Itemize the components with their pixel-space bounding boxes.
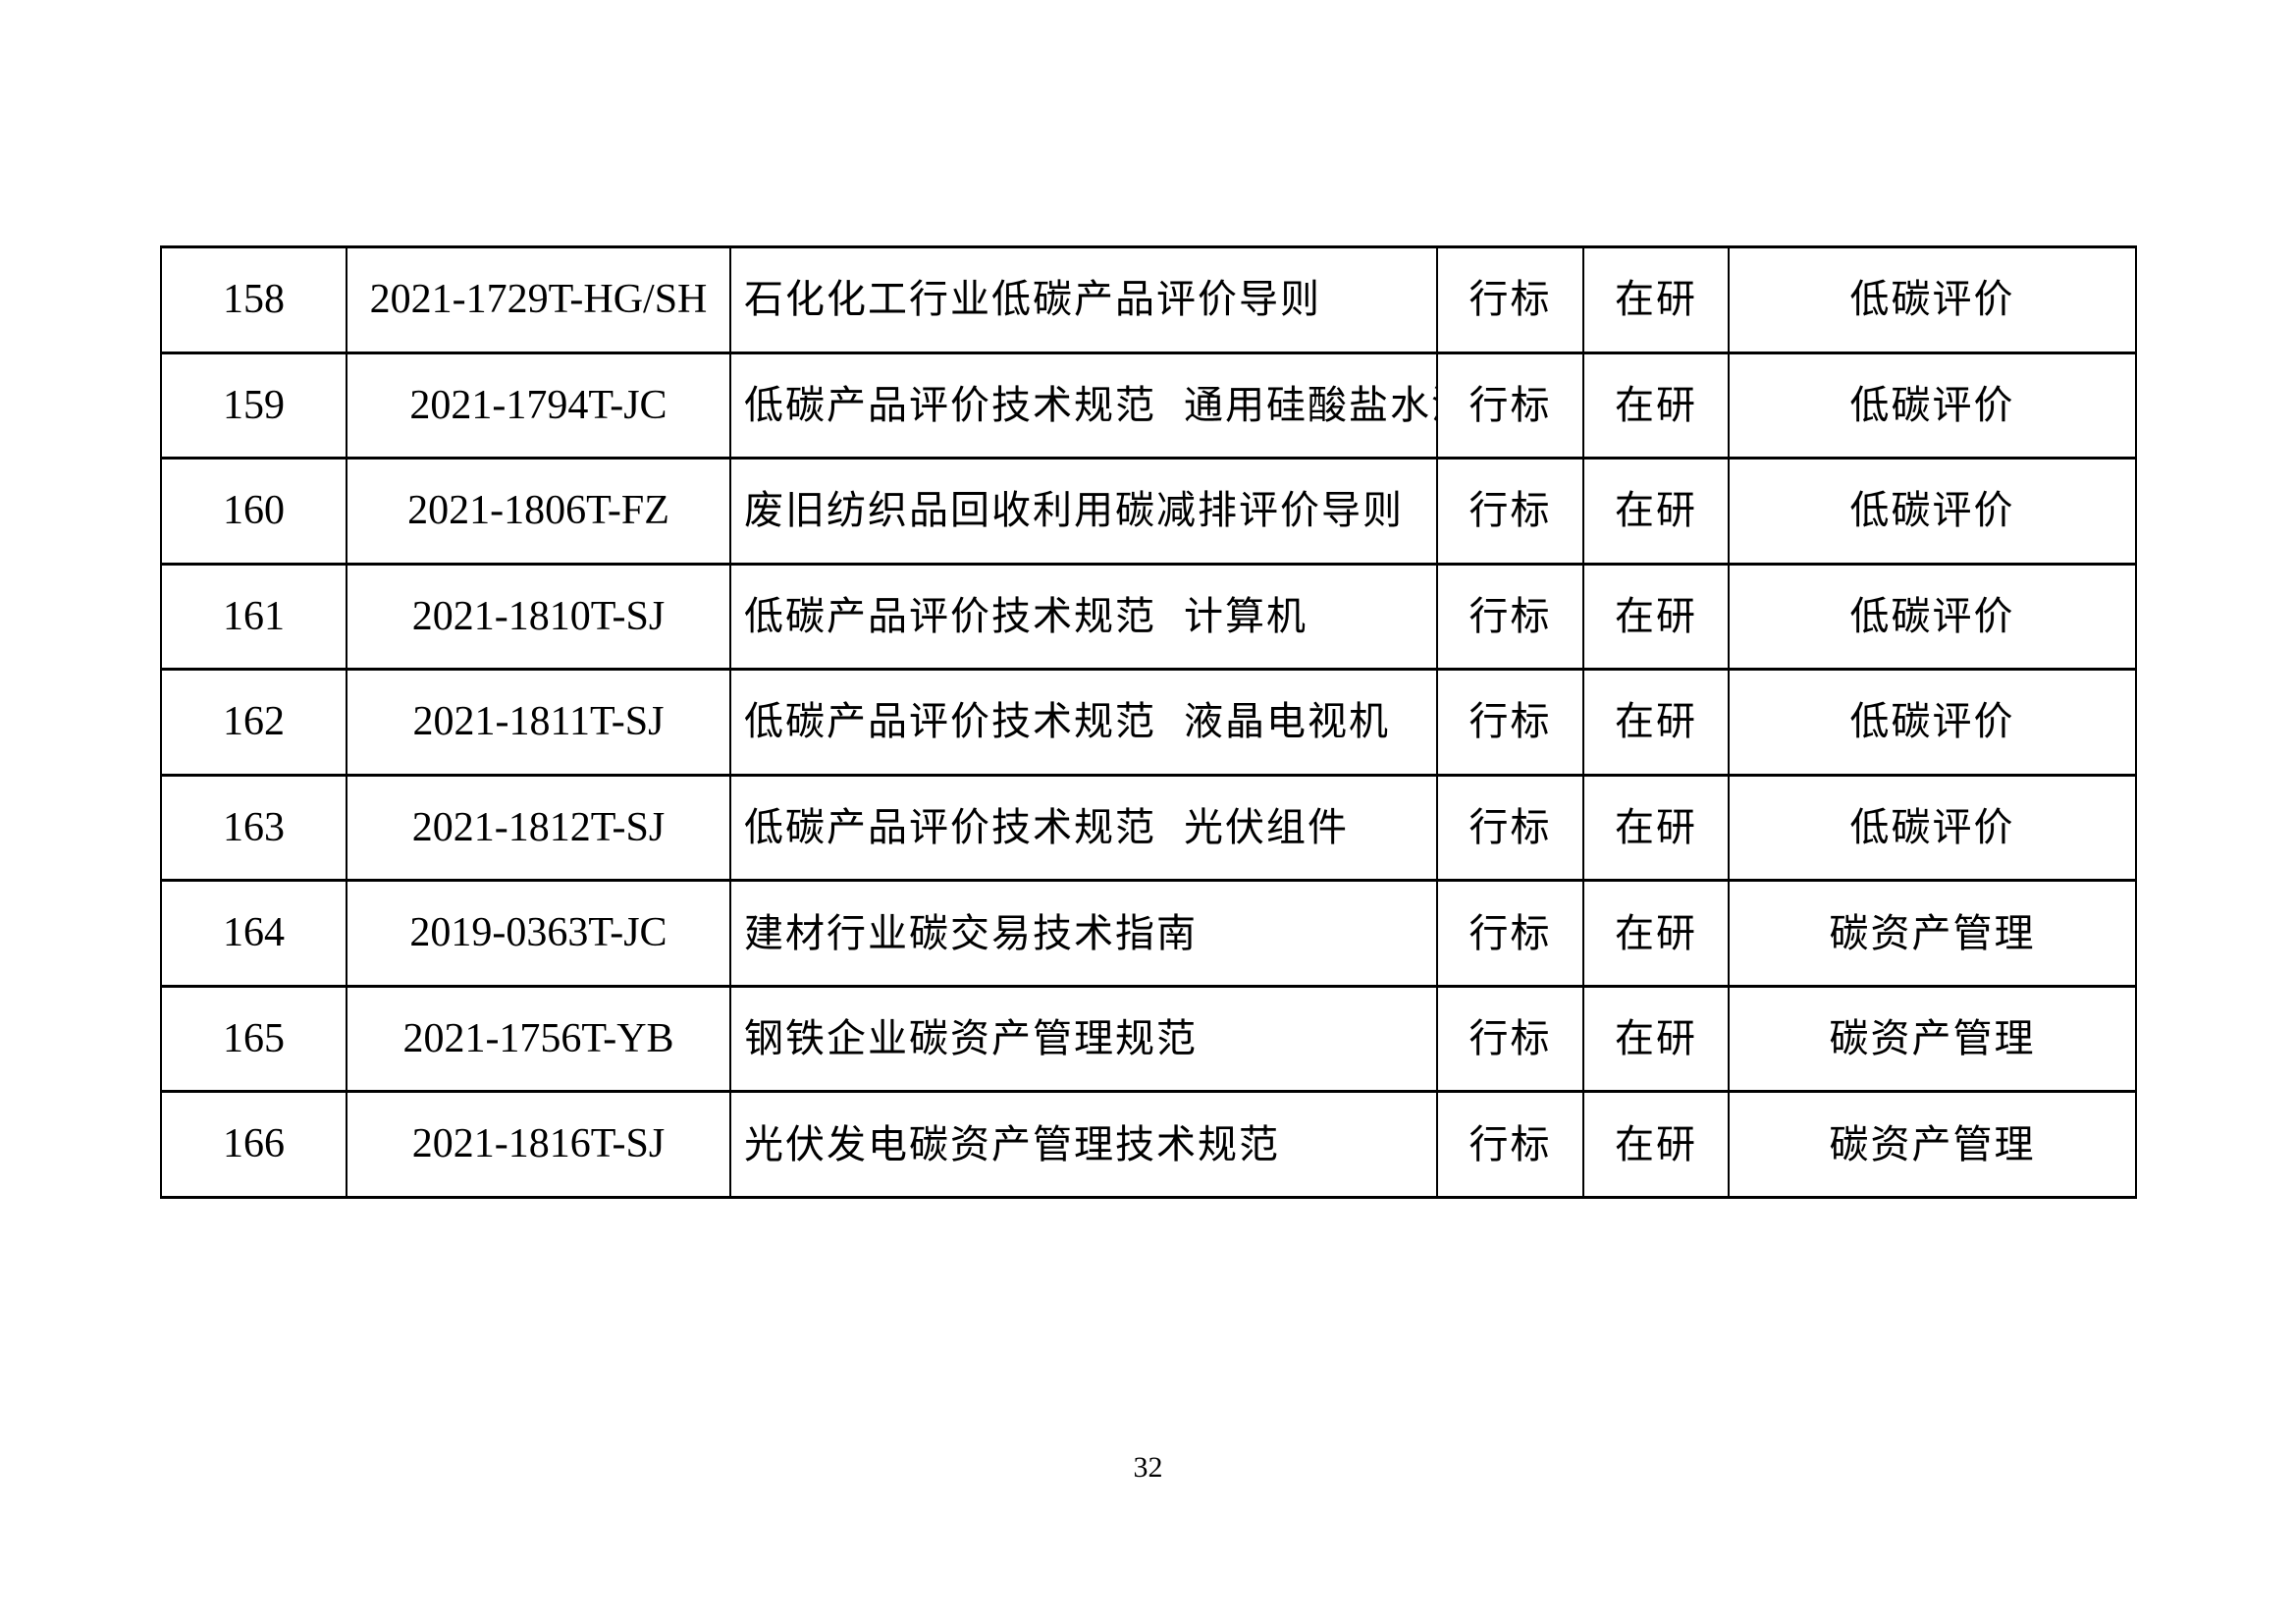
plan-number-cell: 2021-1794T-JC [346, 351, 731, 460]
standard-name-cell: 光伏发电碳资产管理技术规范 [729, 1090, 1438, 1199]
table-row: 164 2019-0363T-JC 建材行业碳交易技术指南 行标 在研 碳资产管… [160, 879, 2137, 988]
row-number-cell: 163 [160, 773, 347, 883]
row-number-cell: 161 [160, 562, 347, 672]
category-cell: 低碳评价 [1728, 351, 2137, 460]
standard-type-cell: 行标 [1436, 351, 1584, 460]
row-number-cell: 165 [160, 984, 347, 1094]
standard-type-cell: 行标 [1436, 773, 1584, 883]
table-row: 165 2021-1756T-YB 钢铁企业碳资产管理规范 行标 在研 碳资产管… [160, 984, 2137, 1094]
plan-number-cell: 2021-1811T-SJ [346, 668, 731, 777]
category-cell: 低碳评价 [1728, 668, 2137, 777]
page-number: 32 [1133, 1451, 1163, 1484]
table-row: 159 2021-1794T-JC 低碳产品评价技术规范 通用硅酸盐水泥 行标 … [160, 351, 2137, 460]
status-cell: 在研 [1582, 879, 1730, 988]
category-cell: 碳资产管理 [1728, 1090, 2137, 1199]
category-cell: 低碳评价 [1728, 245, 2137, 354]
plan-number-cell: 2019-0363T-JC [346, 879, 731, 988]
standard-type-cell: 行标 [1436, 245, 1584, 354]
plan-number-cell: 2021-1806T-FZ [346, 457, 731, 566]
category-cell: 低碳评价 [1728, 457, 2137, 566]
status-cell: 在研 [1582, 773, 1730, 883]
category-cell: 低碳评价 [1728, 562, 2137, 672]
plan-number-cell: 2021-1812T-SJ [346, 773, 731, 883]
status-cell: 在研 [1582, 457, 1730, 566]
status-cell: 在研 [1582, 668, 1730, 777]
row-number-cell: 166 [160, 1090, 347, 1199]
standard-name-cell: 低碳产品评价技术规范 通用硅酸盐水泥 [729, 351, 1438, 460]
category-cell: 碳资产管理 [1728, 984, 2137, 1094]
standard-name-cell: 废旧纺织品回收利用碳减排评价导则 [729, 457, 1438, 566]
standard-type-cell: 行标 [1436, 879, 1584, 988]
category-cell: 碳资产管理 [1728, 879, 2137, 988]
row-number-cell: 162 [160, 668, 347, 777]
plan-number-cell: 2021-1756T-YB [346, 984, 731, 1094]
row-number-cell: 164 [160, 879, 347, 988]
standard-type-cell: 行标 [1436, 668, 1584, 777]
status-cell: 在研 [1582, 984, 1730, 1094]
standard-type-cell: 行标 [1436, 984, 1584, 1094]
standard-type-cell: 行标 [1436, 1090, 1584, 1199]
table-row: 161 2021-1810T-SJ 低碳产品评价技术规范 计算机 行标 在研 低… [160, 562, 2137, 672]
category-cell: 低碳评价 [1728, 773, 2137, 883]
standard-name-cell: 钢铁企业碳资产管理规范 [729, 984, 1438, 1094]
status-cell: 在研 [1582, 245, 1730, 354]
plan-number-cell: 2021-1816T-SJ [346, 1090, 731, 1199]
standard-name-cell: 低碳产品评价技术规范 液晶电视机 [729, 668, 1438, 777]
table-row: 158 2021-1729T-HG/SH 石化化工行业低碳产品评价导则 行标 在… [160, 245, 2137, 354]
table-row: 163 2021-1812T-SJ 低碳产品评价技术规范 光伏组件 行标 在研 … [160, 773, 2137, 883]
row-number-cell: 159 [160, 351, 347, 460]
standard-type-cell: 行标 [1436, 457, 1584, 566]
table-row: 166 2021-1816T-SJ 光伏发电碳资产管理技术规范 行标 在研 碳资… [160, 1090, 2137, 1199]
table-row: 162 2021-1811T-SJ 低碳产品评价技术规范 液晶电视机 行标 在研… [160, 668, 2137, 777]
status-cell: 在研 [1582, 1090, 1730, 1199]
row-number-cell: 160 [160, 457, 347, 566]
standard-name-cell: 石化化工行业低碳产品评价导则 [729, 245, 1438, 354]
standards-table: 158 2021-1729T-HG/SH 石化化工行业低碳产品评价导则 行标 在… [160, 245, 2137, 1199]
status-cell: 在研 [1582, 351, 1730, 460]
standard-name-cell: 低碳产品评价技术规范 光伏组件 [729, 773, 1438, 883]
standard-name-cell: 建材行业碳交易技术指南 [729, 879, 1438, 988]
plan-number-cell: 2021-1729T-HG/SH [346, 245, 731, 354]
standard-name-cell: 低碳产品评价技术规范 计算机 [729, 562, 1438, 672]
status-cell: 在研 [1582, 562, 1730, 672]
standard-type-cell: 行标 [1436, 562, 1584, 672]
table-row: 160 2021-1806T-FZ 废旧纺织品回收利用碳减排评价导则 行标 在研… [160, 457, 2137, 566]
row-number-cell: 158 [160, 245, 347, 354]
plan-number-cell: 2021-1810T-SJ [346, 562, 731, 672]
